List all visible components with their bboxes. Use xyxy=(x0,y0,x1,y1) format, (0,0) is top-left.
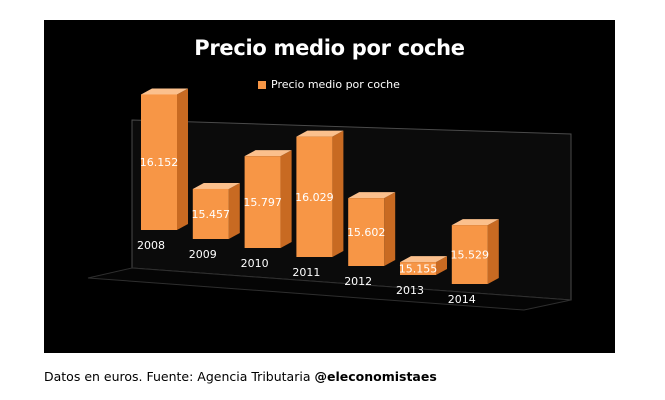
bar-front xyxy=(192,188,229,239)
footnote-handle: @eleconomistaes xyxy=(314,369,437,384)
bar-2013 xyxy=(400,256,447,275)
bar-chart: 16.152 2008 15.457 2009 15.797 2010 16.029 2011… xyxy=(87,88,572,311)
footnote: Datos en euros. Fuente: Agencia Tributar… xyxy=(44,369,437,384)
chart-title: Precio medio por coche xyxy=(194,36,465,60)
footnote-text: Datos en euros. Fuente: Agencia Tributar… xyxy=(44,369,315,384)
legend-swatch xyxy=(258,80,266,89)
bar-side xyxy=(384,192,396,266)
x-tick-label-2008: 2008 xyxy=(137,239,165,252)
bar-side xyxy=(487,219,499,284)
bar-side xyxy=(280,150,292,248)
data-label-2014: 15.529 xyxy=(451,249,490,262)
bar-top xyxy=(296,130,344,137)
bar-2009 xyxy=(192,182,240,239)
chart-floor xyxy=(87,267,572,311)
bar-side xyxy=(332,130,344,257)
x-tick-label-2013: 2013 xyxy=(396,284,424,297)
x-tick-label-2011: 2011 xyxy=(292,266,320,279)
bar-side xyxy=(177,88,188,230)
bar-front xyxy=(451,225,488,284)
bar-2012 xyxy=(348,192,396,266)
data-label-2011: 16.029 xyxy=(295,191,334,204)
bar-2008 xyxy=(141,88,188,230)
bar-side xyxy=(436,256,447,275)
bar-2010 xyxy=(244,150,292,248)
data-label-2010: 15.797 xyxy=(243,196,282,209)
chart-panel: 16.152 2008 15.457 2009 15.797 2010 16.029 2011… xyxy=(44,20,615,353)
legend-label: Precio medio por coche xyxy=(271,78,400,91)
bar-top xyxy=(192,182,240,189)
legend: Precio medio por coche xyxy=(258,78,400,91)
bar-front xyxy=(296,136,333,257)
bar-front xyxy=(348,198,385,266)
bar-top xyxy=(348,192,396,199)
bar-top xyxy=(400,256,447,263)
data-label-2012: 15.602 xyxy=(347,226,386,239)
bar-2014 xyxy=(451,219,499,284)
data-label-2009: 15.457 xyxy=(192,208,231,221)
bar-2011 xyxy=(296,130,344,257)
data-label-2013: 15.155 xyxy=(399,263,438,276)
x-tick-label-2014: 2014 xyxy=(448,293,476,306)
bar-side xyxy=(228,182,240,239)
bar-top xyxy=(141,88,188,95)
bar-top xyxy=(451,219,499,226)
bar-front xyxy=(400,262,436,275)
bar-top xyxy=(244,150,292,157)
bar-front xyxy=(141,94,177,230)
bar-front xyxy=(244,156,281,248)
x-tick-label-2012: 2012 xyxy=(344,275,372,288)
data-label-2008: 16.152 xyxy=(140,156,179,169)
x-tick-label-2009: 2009 xyxy=(189,248,217,261)
x-tick-label-2010: 2010 xyxy=(241,257,269,270)
